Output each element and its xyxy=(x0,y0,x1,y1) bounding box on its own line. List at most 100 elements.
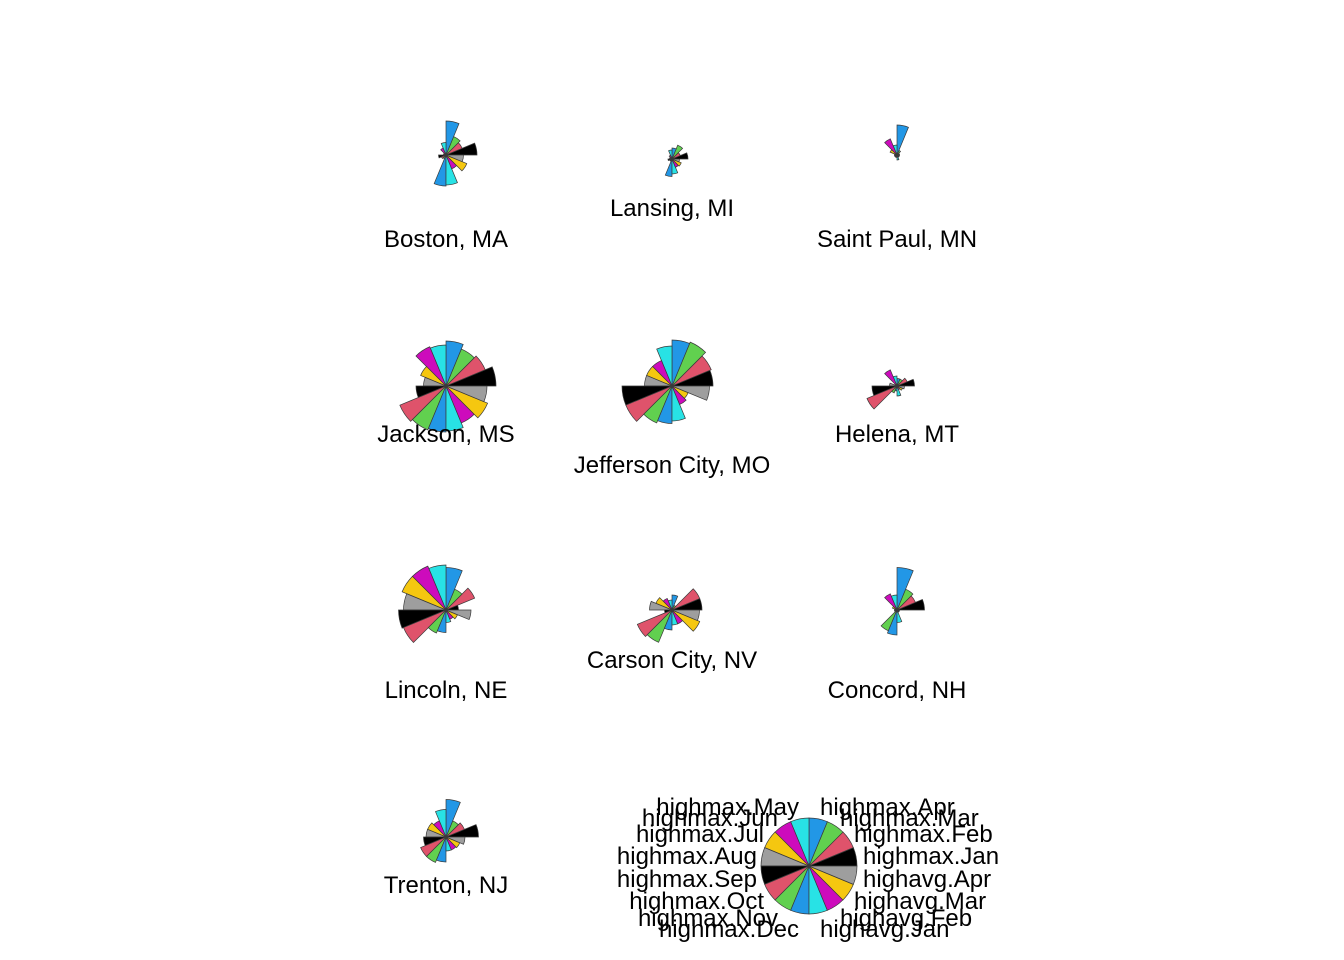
star-label-saint-paul: Saint Paul, MN xyxy=(817,226,977,253)
star-8-segment-2 xyxy=(671,588,701,611)
star-label-lansing: Lansing, MI xyxy=(610,195,734,222)
star-label-jackson: Jackson, MS xyxy=(377,421,514,448)
star-3-segment-4 xyxy=(896,124,909,156)
star-1-segment-12 xyxy=(433,154,447,187)
star-6-segment-11 xyxy=(891,385,898,394)
star-7-segment-12 xyxy=(436,609,447,633)
star-2-segment-12 xyxy=(664,158,673,177)
star-9 xyxy=(880,567,925,636)
star-5-segment-12 xyxy=(657,385,673,424)
star-4-segment-7 xyxy=(420,366,447,387)
star-1 xyxy=(433,120,478,187)
star-8-segment-16 xyxy=(671,609,700,621)
star-7-segment-16 xyxy=(445,609,472,621)
star-5-segment-16 xyxy=(671,385,710,401)
star-9-segment-12 xyxy=(886,609,898,636)
key-layer: highmax.Janhighmax.Febhighmax.Marhighmax… xyxy=(617,794,999,943)
star-10-segment-16 xyxy=(445,836,466,845)
key-label-highmax-apr: highmax.Apr xyxy=(820,794,955,821)
star-7-segment-10 xyxy=(403,609,447,644)
star-4-segment-4 xyxy=(445,340,464,387)
star-10-segment-11 xyxy=(426,836,447,863)
star-3-segment-16 xyxy=(896,154,900,157)
star-9-segment-6 xyxy=(884,593,898,611)
star-2 xyxy=(664,144,689,177)
star-4-segment-6 xyxy=(415,346,447,387)
key-star-segment-16 xyxy=(808,865,858,885)
key-label-highavg-mar: highavg.Mar xyxy=(854,888,986,915)
key-label-highmax-jul: highmax.Jul xyxy=(636,821,764,848)
star-label-trenton: Trenton, NJ xyxy=(384,872,509,899)
star-4-segment-15 xyxy=(445,385,489,419)
star-label-concord: Concord, NH xyxy=(828,677,967,704)
key-label-highmax-may: highmax.May xyxy=(656,794,799,821)
star-3 xyxy=(884,124,909,161)
star-10-segment-4 xyxy=(445,799,461,838)
star-7 xyxy=(398,564,476,644)
star-2-segment-4 xyxy=(671,147,677,160)
key-label-highmax-mar: highmax.Mar xyxy=(840,805,979,832)
key-label-highmax-oct: highmax.Oct xyxy=(629,888,764,915)
star-9-segment-13 xyxy=(896,609,903,623)
star-9-segment-4 xyxy=(896,567,914,611)
star-2-segment-3 xyxy=(671,144,684,160)
star-5-segment-3 xyxy=(671,341,707,387)
star-10-segment-2 xyxy=(445,822,465,838)
stars-layer xyxy=(398,120,925,863)
key-label-highmax-aug: highmax.Aug xyxy=(617,843,757,870)
star-label-lincoln: Lincoln, NE xyxy=(385,677,508,704)
star-6-segment-6 xyxy=(884,369,898,387)
star-7-segment-11 xyxy=(427,609,447,634)
star-8-segment-8 xyxy=(649,600,673,611)
star-3-segment-7 xyxy=(889,149,898,156)
key-label-highmax-feb: highmax.Feb xyxy=(854,821,993,848)
star-5-segment-11 xyxy=(643,385,673,424)
star-1-segment-16 xyxy=(445,154,464,163)
star-10-segment-12 xyxy=(435,836,447,863)
star-4-segment-2 xyxy=(445,355,486,387)
key-star xyxy=(760,817,858,915)
key-label-highavg-jan: highavg.Jan xyxy=(820,916,949,943)
star-10 xyxy=(420,799,479,863)
star-4-segment-16 xyxy=(445,385,488,403)
star-9-segment-7 xyxy=(891,605,898,611)
star-7-segment-7 xyxy=(401,575,447,611)
star-label-carson-city: Carson City, NV xyxy=(587,647,757,674)
key-label-highavg-apr: highavg.Apr xyxy=(863,866,991,893)
star-label-jefferson-city: Jefferson City, MO xyxy=(574,452,771,479)
star-4-segment-11 xyxy=(411,385,447,431)
star-8-segment-15 xyxy=(671,609,701,632)
star-1-segment-15 xyxy=(445,154,468,172)
key-label-highmax-nov: highmax.Nov xyxy=(638,905,778,932)
star-6-segment-16 xyxy=(896,385,905,390)
star-4-segment-12 xyxy=(427,385,447,433)
star-9-segment-16 xyxy=(896,609,900,612)
star-4-segment-1 xyxy=(445,366,497,387)
star-4 xyxy=(399,340,497,433)
star-8-segment-4 xyxy=(671,594,679,611)
star-label-helena: Helena, MT xyxy=(835,421,959,448)
star-8-segment-12 xyxy=(663,609,673,631)
star-label-boston: Boston, MA xyxy=(384,226,508,253)
key-label-highmax-jan: highmax.Jan xyxy=(863,843,999,870)
star-7-segment-2 xyxy=(445,587,476,611)
star-3-segment-6 xyxy=(884,138,898,156)
star-1-segment-4 xyxy=(445,120,460,156)
key-label-highmax-dec: highmax.Dec xyxy=(659,916,799,943)
key-label-highmax-jun: highmax.Jun xyxy=(642,805,778,832)
star-5-segment-14 xyxy=(671,385,687,405)
star-2-segment-15 xyxy=(671,158,682,167)
star-5-segment-4 xyxy=(671,339,691,387)
star-6-segment-2 xyxy=(896,377,908,387)
star-4-segment-10 xyxy=(399,385,447,422)
key-label-highavg-feb: highavg.Feb xyxy=(840,905,972,932)
labels-layer: Boston, MA Lansing, MI Saint Paul, MN Ja… xyxy=(377,195,977,899)
star-6 xyxy=(866,369,915,410)
key-label-highmax-sep: highmax.Sep xyxy=(617,866,757,893)
star-8-segment-10 xyxy=(636,609,673,638)
star-8 xyxy=(636,588,703,643)
star-5 xyxy=(621,339,714,424)
star-5-segment-10 xyxy=(625,385,673,422)
star-8-segment-11 xyxy=(646,609,673,643)
